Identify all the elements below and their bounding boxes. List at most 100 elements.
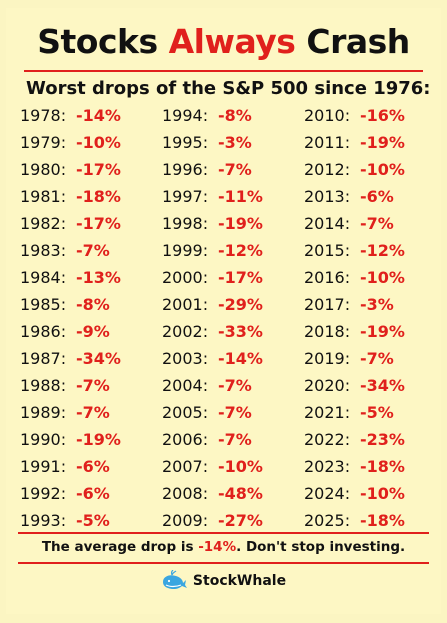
year-entry: 2016: -10% — [304, 264, 430, 291]
drop-value: -9% — [76, 322, 110, 341]
drop-value: -17% — [218, 268, 263, 287]
footer-average: -14% — [198, 539, 237, 555]
page-title: Stocks Always Crash — [6, 20, 441, 64]
footer-text-after: . Don't stop investing. — [236, 539, 406, 555]
year-entry: 1983: -7% — [20, 237, 162, 264]
year-entry: 1995: -3% — [162, 129, 304, 156]
year-label: 2004: — [162, 376, 209, 395]
drop-value: -48% — [218, 484, 263, 503]
year-entry: 2018: -19% — [304, 318, 430, 345]
year-label: 2014: — [304, 214, 351, 233]
year-label: 2008: — [162, 484, 209, 503]
year-entry: 2006: -7% — [162, 426, 304, 453]
drop-value: -14% — [76, 106, 121, 125]
drop-value: -29% — [218, 295, 263, 314]
year-label: 2023: — [304, 457, 351, 476]
whale-icon — [162, 570, 187, 590]
footer-bottom-divider — [18, 562, 429, 564]
year-label: 1990: — [20, 430, 67, 449]
drop-value: -7% — [360, 214, 394, 233]
year-label: 2006: — [162, 430, 209, 449]
infographic-card: Stocks Always Crash Worst drops of the S… — [6, 8, 441, 614]
year-label: 2024: — [304, 484, 351, 503]
drop-value: -17% — [76, 160, 121, 179]
footer-text-before: The average drop is — [41, 539, 199, 555]
year-entry: 1978: -14% — [20, 102, 162, 129]
drop-value: -23% — [360, 430, 405, 449]
year-entry: 1986: -9% — [20, 318, 162, 345]
drop-value: -5% — [76, 511, 110, 530]
year-label: 2021: — [304, 403, 351, 422]
year-label: 1992: — [20, 484, 67, 503]
year-entry: 1997: -11% — [162, 183, 304, 210]
year-entry: 2004: -7% — [162, 372, 304, 399]
year-label: 2018: — [304, 322, 351, 341]
year-entry: 1994: -8% — [162, 102, 304, 129]
year-label: 1991: — [20, 457, 67, 476]
drop-value: -12% — [360, 241, 405, 260]
drop-value: -18% — [76, 187, 121, 206]
year-label: 1984: — [20, 268, 67, 287]
year-entry: 1991: -6% — [20, 453, 162, 480]
brand: StockWhale — [0, 568, 447, 594]
drop-value: -13% — [76, 268, 121, 287]
year-entry: 2005: -7% — [162, 399, 304, 426]
year-label: 1981: — [20, 187, 67, 206]
year-entry: 1989: -7% — [20, 399, 162, 426]
column-1970s-80s: 1978: -14% 1979: -10% 1980: -17% 1981: -18% 1982… — [20, 102, 162, 534]
year-label: 1979: — [20, 133, 67, 152]
brand-name: StockWhale — [192, 573, 287, 589]
drop-value: -10% — [360, 160, 405, 179]
drop-value: -19% — [218, 214, 263, 233]
drop-value: -10% — [218, 457, 263, 476]
year-label: 1983: — [20, 241, 67, 260]
drop-value: -7% — [218, 376, 252, 395]
year-label: 1999: — [162, 241, 209, 260]
column-2010s-20s: 2010: -16% 2011: -19% 2012: -10% 2013: -6% 2014:… — [304, 102, 430, 534]
year-entry: 1979: -10% — [20, 129, 162, 156]
year-entry: 2022: -23% — [304, 426, 430, 453]
drop-value: -27% — [218, 511, 263, 530]
year-entry: 1981: -18% — [20, 183, 162, 210]
year-label: 1982: — [20, 214, 67, 233]
title-part1: Stocks — [37, 22, 169, 61]
footer-top-divider — [18, 532, 429, 534]
year-label: 2003: — [162, 349, 209, 368]
year-label: 2019: — [304, 349, 351, 368]
year-label: 2005: — [162, 403, 209, 422]
year-label: 1978: — [20, 106, 67, 125]
drop-value: -10% — [360, 268, 405, 287]
year-entry: 1982: -17% — [20, 210, 162, 237]
column-1990s-2000s: 1994: -8% 1995: -3% 1996: -7% 1997: -11% 1998: -1… — [162, 102, 304, 534]
year-entry: 2001: -29% — [162, 291, 304, 318]
year-entry: 2007: -10% — [162, 453, 304, 480]
drop-value: -10% — [360, 484, 405, 503]
year-entry: 1996: -7% — [162, 156, 304, 183]
year-entry: 2017: -3% — [304, 291, 430, 318]
year-entry: 2009: -27% — [162, 507, 304, 534]
title-accent: Always — [168, 22, 296, 61]
year-label: 1988: — [20, 376, 67, 395]
year-entry: 2021: -5% — [304, 399, 430, 426]
drop-value: -5% — [360, 403, 394, 422]
drop-value: -3% — [360, 295, 394, 314]
year-label: 1989: — [20, 403, 67, 422]
year-label: 2009: — [162, 511, 209, 530]
year-entry: 2012: -10% — [304, 156, 430, 183]
year-entry: 2008: -48% — [162, 480, 304, 507]
drop-value: -19% — [76, 430, 121, 449]
year-entry: 2020: -34% — [304, 372, 430, 399]
drop-value: -34% — [76, 349, 121, 368]
drop-value: -10% — [76, 133, 121, 152]
year-entry: 2010: -16% — [304, 102, 430, 129]
drop-value: -14% — [218, 349, 263, 368]
year-entry: 1984: -13% — [20, 264, 162, 291]
year-entry: 1998: -19% — [162, 210, 304, 237]
year-label: 2012: — [304, 160, 351, 179]
year-entry: 2024: -10% — [304, 480, 430, 507]
drop-value: -18% — [360, 457, 405, 476]
drop-value: -33% — [218, 322, 263, 341]
year-label: 2000: — [162, 268, 209, 287]
year-entry: 2023: -18% — [304, 453, 430, 480]
drop-value: -7% — [218, 430, 252, 449]
